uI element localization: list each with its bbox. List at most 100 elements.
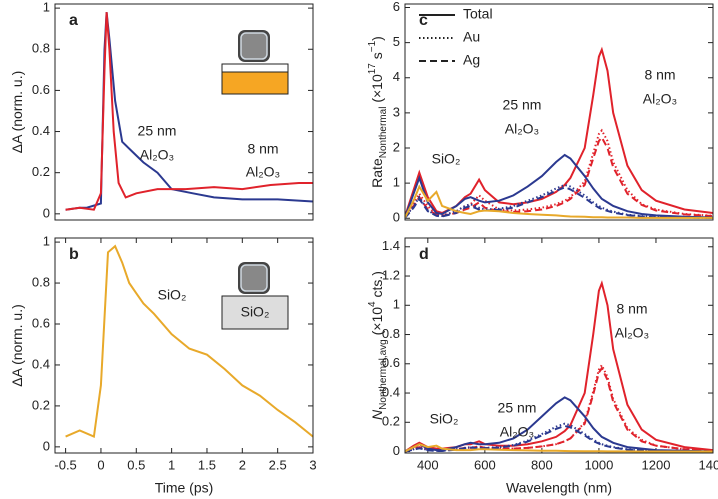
- annotation: 8 nm: [644, 67, 675, 83]
- y-tick-label: 1: [43, 0, 50, 15]
- panel-label: a: [69, 12, 78, 29]
- y-label-part: 17: [367, 63, 378, 75]
- y-label-part: ΔA (norm. u.): [9, 71, 25, 153]
- y-tick-label: 0.4: [382, 384, 400, 399]
- gold-film: [221, 71, 289, 95]
- x-tick-label: 400: [417, 457, 439, 472]
- data-line: [405, 184, 713, 219]
- x-tick-label: 2.5: [269, 457, 287, 472]
- plot-frame: [54, 3, 314, 221]
- y-label-part: 4: [367, 301, 378, 307]
- y-tick-label: 0.2: [382, 414, 400, 429]
- y-tick-label: 0.8: [32, 274, 50, 289]
- panel-label: b: [69, 246, 79, 263]
- plot-lines: [405, 46, 713, 219]
- y-axis-label: ΔA (norm. u.): [9, 304, 25, 386]
- annotation: SiO₂: [158, 287, 187, 303]
- x-tick-label: 2: [239, 457, 246, 472]
- y-tick-label: 1.4: [382, 238, 400, 253]
- data-line: [405, 46, 713, 217]
- y-tick-label: 6: [393, 0, 400, 14]
- data-line: [405, 424, 713, 453]
- x-tick-label: -0.5: [54, 457, 76, 472]
- y-tick-label: 1: [393, 297, 400, 312]
- y-tick-label: 0: [43, 438, 50, 453]
- data-line: [405, 153, 713, 219]
- y-tick-label: 0.6: [32, 82, 50, 97]
- annotation: 8 nm: [247, 141, 278, 157]
- y-tick-label: 0.2: [32, 164, 50, 179]
- y-tick-label: 1: [393, 175, 400, 190]
- annotation: Al₂O₃: [643, 91, 677, 107]
- x-tick-label: 1200: [642, 457, 671, 472]
- y-tick-label: 5: [393, 34, 400, 49]
- data-line: [405, 443, 713, 453]
- plot-lines: [405, 280, 713, 453]
- y-tick-label: 0.6: [382, 355, 400, 370]
- y-axis-label: ΔA (norm. u.): [9, 71, 25, 153]
- y-tick-label: 0.6: [32, 315, 50, 330]
- y-label-part: Rate: [369, 158, 385, 188]
- inset-b: SiO₂: [221, 262, 289, 330]
- y-label-part: s: [369, 52, 385, 63]
- panel-label: c: [419, 12, 428, 29]
- y-label-part: (×10: [369, 74, 385, 107]
- annotation: SiO₂: [430, 411, 459, 427]
- inset-label: SiO₂: [241, 304, 270, 320]
- annotation: Al₂O₃: [615, 325, 649, 341]
- y-label-part: −1: [367, 40, 378, 52]
- x-tick-label: 1400: [699, 457, 718, 472]
- x-tick-label: 0.5: [127, 457, 145, 472]
- data-line: [65, 12, 313, 211]
- data-line: [65, 12, 313, 211]
- y-label-part: Nonthermal: [378, 107, 389, 159]
- y-tick-label: 0: [43, 205, 50, 220]
- sio2-substrate: [221, 295, 289, 330]
- particle-core: [240, 32, 268, 60]
- x-tick-label: 1000: [584, 457, 613, 472]
- y-tick-label: 1: [43, 234, 50, 249]
- y-label-part: (×10: [369, 307, 385, 340]
- data-line: [405, 363, 713, 453]
- y-tick-label: 0: [393, 210, 400, 225]
- y-tick-label: 0.4: [32, 123, 50, 138]
- y-tick-label: 0: [393, 443, 400, 458]
- plot-frame: [404, 3, 714, 221]
- y-tick-label: 2: [393, 139, 400, 154]
- x-axis-label: Time (ps): [155, 480, 214, 496]
- x-tick-label: 1: [168, 457, 175, 472]
- annotation: 25 nm: [498, 400, 537, 416]
- plot-frame: [54, 237, 314, 454]
- y-label-part: ): [369, 36, 385, 41]
- annotation: 8 nm: [616, 301, 647, 317]
- plot-lines: [65, 12, 313, 211]
- x-tick-label: 1.5: [198, 457, 216, 472]
- inset-a: [221, 30, 289, 95]
- y-tick-label: 0.2: [32, 397, 50, 412]
- y-axis-label: NNonthermal,avg (×104 cts.): [367, 271, 389, 420]
- x-tick-label: 0: [97, 457, 104, 472]
- data-line: [405, 135, 713, 219]
- y-label-part: ΔA (norm. u.): [9, 304, 25, 386]
- y-axis-label: RateNonthermal (×1017 s−1): [367, 36, 389, 188]
- panel-label: d: [419, 246, 429, 263]
- particle-core: [240, 264, 268, 292]
- data-line: [405, 186, 713, 219]
- legend-label: Au: [463, 29, 480, 45]
- x-axis-label: Wavelength (nm): [506, 480, 612, 496]
- y-tick-label: 0.8: [32, 41, 50, 56]
- y-tick-label: 1.2: [382, 267, 400, 282]
- plot-frame: [404, 237, 714, 454]
- x-tick-label: 800: [531, 457, 553, 472]
- y-label-part: cts.): [369, 271, 385, 301]
- annotation: 25 nm: [503, 97, 542, 113]
- y-tick-label: 4: [393, 69, 400, 84]
- y-label-part: N: [369, 409, 385, 420]
- annotation: 25 nm: [138, 123, 177, 139]
- data-line: [65, 244, 313, 439]
- y-tick-label: 0.4: [32, 356, 50, 371]
- annotation: Al₂O₃: [140, 147, 174, 163]
- x-tick-label: 3: [309, 457, 316, 472]
